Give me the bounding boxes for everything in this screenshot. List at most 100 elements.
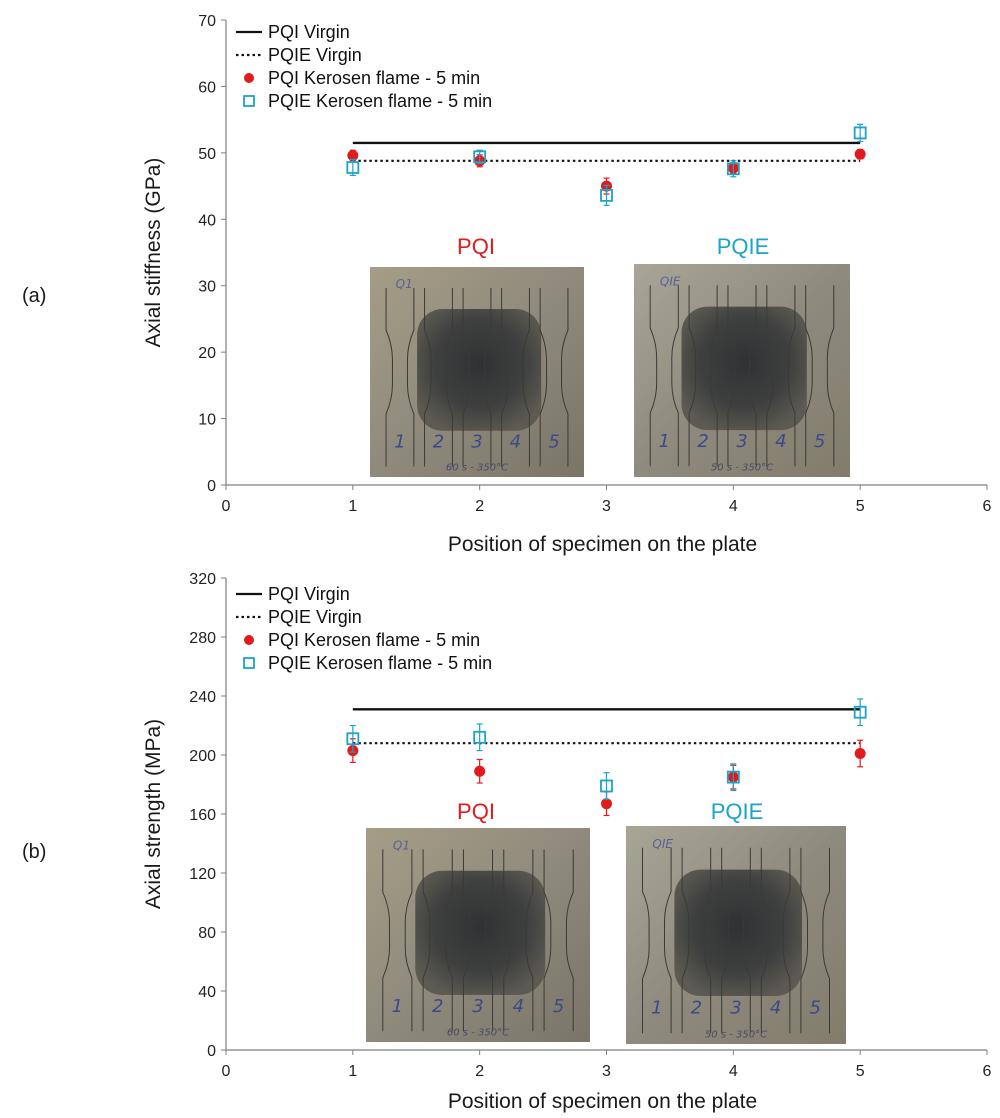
plate-label: QIE	[652, 837, 673, 851]
specimen-outline	[543, 849, 574, 1032]
specimen-number: 4	[513, 996, 524, 1017]
specimen-outline	[385, 288, 415, 467]
y-tick-label: 40	[198, 984, 216, 1001]
legend: PQI Virgin PQIE Virgin PQI Kerosen flame -…	[236, 584, 492, 673]
specimen-outline	[721, 847, 751, 1034]
plate-label: QIE	[660, 274, 681, 288]
specimen-number: 4	[770, 997, 781, 1018]
series-pqie-kerosen	[346, 123, 867, 206]
legend-swatch	[244, 635, 254, 645]
specimen-number: 2	[697, 431, 708, 452]
y-tick-label: 320	[189, 571, 216, 588]
y-tick-label: 10	[198, 412, 216, 429]
inset-photo-pqi: PQI 1 2 3 4 5 Q1 60 s - 350°C	[366, 799, 590, 1042]
specimen-number: 1	[394, 432, 405, 453]
legend-swatch	[243, 95, 255, 107]
legend-label: PQIE Kerosen flame - 5 min	[268, 653, 492, 673]
y-tick-label: 60	[198, 79, 216, 96]
x-tick-label: 0	[222, 498, 231, 515]
specimen-outline	[766, 285, 796, 467]
specimen-outline	[462, 288, 492, 467]
x-tick-label: 6	[983, 498, 992, 515]
legend: PQI Virgin PQIE Virgin PQI Kerosen flame -…	[236, 22, 492, 111]
specimen-outline	[501, 288, 530, 467]
data-point	[347, 150, 359, 162]
x-tick-label: 4	[729, 1063, 738, 1080]
data-point	[474, 765, 486, 777]
specimen-outline	[424, 288, 453, 467]
specimen-number: 5	[553, 996, 564, 1017]
specimen-number: 2	[691, 997, 702, 1018]
plate-caption: 50 s - 350°C	[705, 1029, 767, 1040]
x-tick-label: 5	[856, 498, 865, 515]
x-tick-label: 3	[602, 498, 611, 515]
inset-title: PQIE	[717, 234, 770, 259]
y-tick-label: 50	[198, 146, 216, 163]
legend-label: PQI Virgin	[268, 584, 350, 604]
y-tick-label: 40	[198, 212, 216, 229]
specimen-number: 5	[809, 997, 820, 1018]
x-axis-label: Position of specimen on the plate	[448, 533, 757, 556]
panel-label: (a)	[22, 285, 46, 307]
y-tick-label: 200	[189, 748, 216, 765]
data-point	[473, 730, 487, 744]
y-tick-label: 30	[198, 279, 216, 296]
data-point	[346, 732, 360, 746]
x-tick-label: 0	[222, 1063, 231, 1080]
specimen-number: 4	[775, 431, 786, 452]
x-tick-label: 1	[348, 498, 357, 515]
specimen-number: 5	[548, 432, 559, 453]
x-tick-label: 1	[348, 1063, 357, 1080]
x-tick-label: 5	[856, 1063, 865, 1080]
inset-photo-pqie: PQIE 1 2 3 4 5 QIE 50 s - 350°C	[634, 234, 850, 477]
specimen-outline	[503, 849, 534, 1032]
data-point	[600, 188, 613, 202]
x-tick-label: 4	[729, 498, 738, 515]
specimen-number: 1	[651, 997, 662, 1018]
specimen-outline	[688, 285, 718, 467]
data-point	[600, 779, 613, 793]
specimen-outline	[382, 849, 413, 1032]
specimen-outline	[642, 847, 672, 1034]
x-axis-label: Position of specimen on the plate	[448, 1090, 757, 1113]
data-point	[854, 748, 866, 760]
chart-b: (b) 0 40 80 120 160 200 240 280 320 0 1 2 3 4 5 6 Positio…	[22, 571, 992, 1113]
plate-caption: 60 s - 350°C	[447, 1028, 509, 1039]
legend-label: PQIE Kerosen flame - 5 min	[268, 91, 492, 111]
plate-label: Q1	[396, 277, 413, 291]
specimen-outline	[539, 288, 569, 467]
specimen-number: 3	[471, 432, 482, 453]
data-point	[853, 126, 867, 140]
panel-label: (b)	[22, 841, 46, 863]
series-pqie-kerosen	[346, 698, 867, 800]
specimen-outline	[800, 847, 830, 1034]
y-tick-label: 0	[207, 478, 216, 495]
x-tick-label: 2	[475, 498, 484, 515]
specimen-number: 1	[392, 996, 403, 1017]
inset-photo-pqie: PQIE 1 2 3 4 5 QIE 50 s - 350°C	[626, 799, 846, 1044]
x-tick-label: 6	[983, 1063, 992, 1080]
y-tick-label: 0	[207, 1043, 216, 1060]
inset-title: PQI	[457, 234, 495, 259]
x-tick-label: 3	[602, 1063, 611, 1080]
y-tick-label: 120	[189, 866, 216, 883]
data-point	[473, 150, 487, 164]
specimen-number: 2	[432, 996, 443, 1017]
legend-label: PQI Kerosen flame - 5 min	[268, 630, 480, 650]
y-tick-label: 20	[198, 345, 216, 362]
specimen-number: 3	[736, 431, 747, 452]
legend-swatch	[243, 657, 255, 669]
inset-title: PQIE	[711, 799, 764, 824]
specimen-outline	[805, 285, 835, 467]
specimen-number: 3	[472, 996, 483, 1017]
specimen-number: 5	[814, 431, 825, 452]
legend-label: PQI Kerosen flame - 5 min	[268, 68, 480, 88]
chart-a: (a) 0 10 20 30 40 50 60 70 0 1 2 3 4 5 6 Position of spe…	[22, 13, 992, 556]
data-point	[601, 798, 612, 810]
plate-caption: 60 s - 350°C	[446, 463, 508, 474]
specimen-number: 3	[730, 997, 741, 1018]
y-tick-label: 70	[198, 13, 216, 30]
legend-label: PQIE Virgin	[268, 607, 362, 627]
plate-label: Q1	[393, 838, 410, 852]
y-tick-label: 240	[189, 689, 216, 706]
